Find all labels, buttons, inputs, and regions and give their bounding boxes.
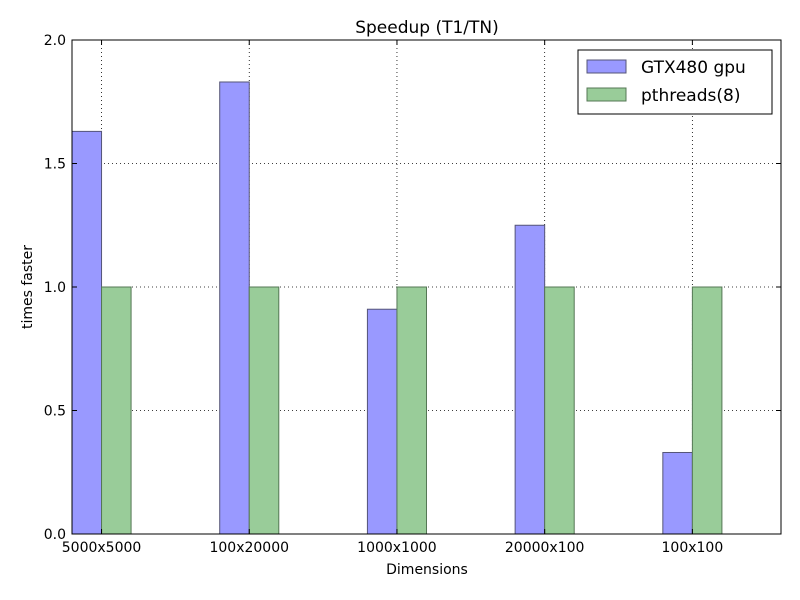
x-tick-label: 100x100 [662, 540, 724, 556]
bar-gtx480-100x20000 [219, 81, 250, 535]
bar-pthreads-100x20000 [248, 286, 280, 535]
legend-swatch-gtx480 [586, 59, 627, 74]
bars [71, 81, 723, 535]
y-tick-label: 2.0 [44, 33, 66, 49]
x-axis-label: Dimensions [386, 562, 468, 578]
bar-gtx480-100x100 [662, 451, 693, 535]
x-tick-label: 5000x5000 [62, 540, 142, 556]
chart-title: Speedup (T1/TN) [355, 18, 499, 38]
legend: GTX480 gpu pthreads(8) [577, 49, 773, 115]
bar-pthreads-20000x100 [544, 286, 575, 535]
legend-label-gtx480: GTX480 gpu [641, 58, 746, 78]
bar-pthreads-1000x1000 [396, 286, 428, 535]
bar-pthreads-5000x5000 [101, 286, 132, 535]
legend-swatch-pthreads [586, 87, 627, 102]
bar-gtx480-1000x1000 [366, 308, 398, 535]
x-tick-label: 1000x1000 [357, 540, 437, 556]
ticks: 0.0 0.5 1.0 1.5 2.0 5000x5000 100x20000 1000x10… [44, 33, 781, 556]
bar-pthreads-100x100 [691, 286, 723, 535]
bar-gtx480-20000x100 [514, 224, 546, 535]
bar-gtx480-5000x5000 [71, 130, 103, 535]
x-tick-label: 100x20000 [209, 540, 289, 556]
y-tick-label: 1.5 [44, 157, 66, 173]
x-tick-label: 20000x100 [505, 540, 585, 556]
y-tick-label: 0.0 [44, 527, 66, 543]
y-axis-label: times faster [20, 245, 36, 329]
y-tick-label: 0.5 [44, 404, 66, 420]
legend-label-pthreads: pthreads(8) [641, 86, 740, 106]
y-tick-label: 1.0 [44, 280, 66, 296]
